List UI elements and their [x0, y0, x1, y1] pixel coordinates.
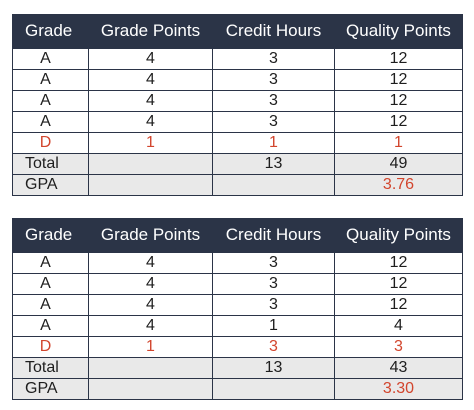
cell-credit-hours: 3	[212, 90, 335, 112]
total-label: Total	[12, 357, 89, 379]
total-row: Total 13 49	[12, 153, 463, 175]
header-credit-hours: Credit Hours	[212, 14, 335, 49]
cell-grade-points: 4	[88, 111, 213, 133]
table-row: A 4 3 12	[12, 48, 463, 70]
cell-credit-hours: 3	[212, 252, 335, 274]
gpa-grade-points	[88, 174, 213, 196]
cell-grade: A	[12, 252, 89, 274]
cell-credit-hours: 3	[212, 273, 335, 295]
gpa-table-2: Grade Grade Points Credit Hours Quality …	[12, 218, 463, 400]
cell-credit-hours: 1	[212, 132, 335, 154]
table-row: A 4 3 12	[12, 294, 463, 316]
cell-grade-points: 4	[88, 273, 213, 295]
header-grade-points: Grade Points	[88, 218, 213, 253]
cell-quality-points: 12	[334, 111, 463, 133]
cell-grade-points: 4	[88, 48, 213, 70]
total-credit-hours: 13	[212, 153, 335, 175]
table-header-row: Grade Grade Points Credit Hours Quality …	[12, 218, 463, 253]
header-grade-points: Grade Points	[88, 14, 213, 49]
cell-quality-points: 4	[334, 315, 463, 337]
cell-grade-points: 4	[88, 294, 213, 316]
cell-quality-points: 12	[334, 294, 463, 316]
gpa-row: GPA 3.30	[12, 378, 463, 400]
cell-grade: D	[12, 336, 89, 358]
gpa-table-1: Grade Grade Points Credit Hours Quality …	[12, 14, 463, 196]
cell-quality-points: 12	[334, 273, 463, 295]
cell-credit-hours: 3	[212, 69, 335, 91]
cell-quality-points: 3	[334, 336, 463, 358]
table-row: A 4 3 12	[12, 252, 463, 274]
gpa-value: 3.76	[334, 174, 463, 196]
cell-quality-points: 12	[334, 90, 463, 112]
gpa-credit-hours	[212, 174, 335, 196]
cell-credit-hours: 3	[212, 336, 335, 358]
table-row: A 4 3 12	[12, 69, 463, 91]
cell-grade: A	[12, 111, 89, 133]
total-credit-hours: 13	[212, 357, 335, 379]
cell-quality-points: 1	[334, 132, 463, 154]
cell-quality-points: 12	[334, 69, 463, 91]
cell-credit-hours: 3	[212, 294, 335, 316]
table-row: A 4 3 12	[12, 90, 463, 112]
cell-credit-hours: 3	[212, 48, 335, 70]
table-row-highlight: D 1 3 3	[12, 336, 463, 358]
cell-grade-points: 4	[88, 90, 213, 112]
gpa-credit-hours	[212, 378, 335, 400]
header-grade: Grade	[12, 218, 89, 253]
cell-grade: D	[12, 132, 89, 154]
header-quality-points: Quality Points	[334, 14, 463, 49]
table-row-highlight: D 1 1 1	[12, 132, 463, 154]
cell-credit-hours: 1	[212, 315, 335, 337]
gpa-label: GPA	[12, 378, 89, 400]
table-row: A 4 3 12	[12, 273, 463, 295]
header-quality-points: Quality Points	[334, 218, 463, 253]
cell-grade-points: 1	[88, 336, 213, 358]
table-header-row: Grade Grade Points Credit Hours Quality …	[12, 14, 463, 49]
total-grade-points	[88, 153, 213, 175]
table-row: A 4 3 12	[12, 111, 463, 133]
cell-grade: A	[12, 90, 89, 112]
total-quality-points: 49	[334, 153, 463, 175]
cell-grade-points: 4	[88, 252, 213, 274]
total-grade-points	[88, 357, 213, 379]
gpa-value: 3.30	[334, 378, 463, 400]
cell-grade-points: 1	[88, 132, 213, 154]
cell-grade-points: 4	[88, 315, 213, 337]
cell-grade: A	[12, 48, 89, 70]
gpa-label: GPA	[12, 174, 89, 196]
total-label: Total	[12, 153, 89, 175]
cell-grade: A	[12, 315, 89, 337]
table-row: A 4 1 4	[12, 315, 463, 337]
cell-credit-hours: 3	[212, 111, 335, 133]
header-grade: Grade	[12, 14, 89, 49]
cell-grade: A	[12, 294, 89, 316]
cell-grade: A	[12, 69, 89, 91]
total-quality-points: 43	[334, 357, 463, 379]
cell-grade: A	[12, 273, 89, 295]
cell-quality-points: 12	[334, 48, 463, 70]
cell-quality-points: 12	[334, 252, 463, 274]
cell-grade-points: 4	[88, 69, 213, 91]
gpa-row: GPA 3.76	[12, 174, 463, 196]
total-row: Total 13 43	[12, 357, 463, 379]
gpa-grade-points	[88, 378, 213, 400]
header-credit-hours: Credit Hours	[212, 218, 335, 253]
